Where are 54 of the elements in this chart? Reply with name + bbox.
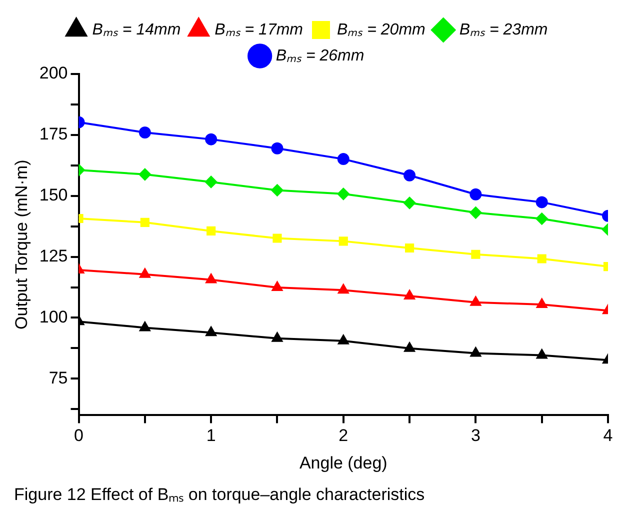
y-tick-label: 75 (48, 368, 68, 388)
point (404, 290, 415, 300)
legend-label: Bₘₛ = 20mm (337, 21, 426, 38)
x-tick-label: 3 (470, 426, 480, 446)
y-tick-label: 125 (39, 246, 68, 266)
point (205, 176, 218, 188)
point (338, 236, 348, 246)
point (138, 126, 151, 138)
x-axis-title: Angle (deg) (299, 453, 388, 472)
point (470, 296, 482, 306)
y-tick-label: 175 (39, 124, 68, 144)
legend-label: Bₘₛ = 26mm (276, 47, 364, 64)
point (140, 268, 150, 278)
point (337, 153, 350, 166)
point (470, 188, 482, 200)
y-tick-label: 200 (39, 64, 68, 83)
point (272, 234, 282, 243)
point (536, 212, 548, 225)
x-tick-label: 1 (206, 426, 216, 446)
point (337, 188, 350, 200)
point (206, 274, 216, 284)
point (140, 322, 150, 332)
point (536, 349, 548, 359)
legend-label: Bₘₛ = 17mm (214, 21, 303, 38)
point (272, 281, 283, 291)
point (537, 254, 546, 264)
point (405, 243, 414, 253)
point (536, 196, 548, 208)
y-tick-label: 100 (39, 307, 68, 326)
point (338, 334, 349, 344)
point (205, 133, 218, 146)
y-axis-title: Output Torque (mN·m) (12, 160, 31, 330)
x-tick-label: 0 (74, 426, 84, 446)
point (271, 184, 284, 196)
point (470, 347, 482, 357)
point (206, 226, 216, 236)
point (404, 342, 415, 352)
caption: Figure 12 Effect of Bₘₛ on torque–angle characteristics (13, 484, 426, 505)
y-tick-label: 150 (39, 186, 68, 205)
x-tick-label: 4 (603, 426, 613, 446)
point (470, 206, 482, 219)
point (138, 168, 151, 180)
point (338, 284, 349, 294)
point (404, 196, 416, 209)
legend-label: Bₘₛ = 14mm (92, 21, 181, 38)
point (140, 218, 150, 227)
point (271, 142, 284, 154)
point (272, 332, 283, 342)
legend-label: Bₘₛ = 23mm (459, 21, 548, 38)
point (404, 169, 416, 182)
x-tick-label: 2 (338, 426, 348, 446)
point (536, 298, 548, 308)
point (471, 250, 480, 259)
point (206, 326, 216, 336)
